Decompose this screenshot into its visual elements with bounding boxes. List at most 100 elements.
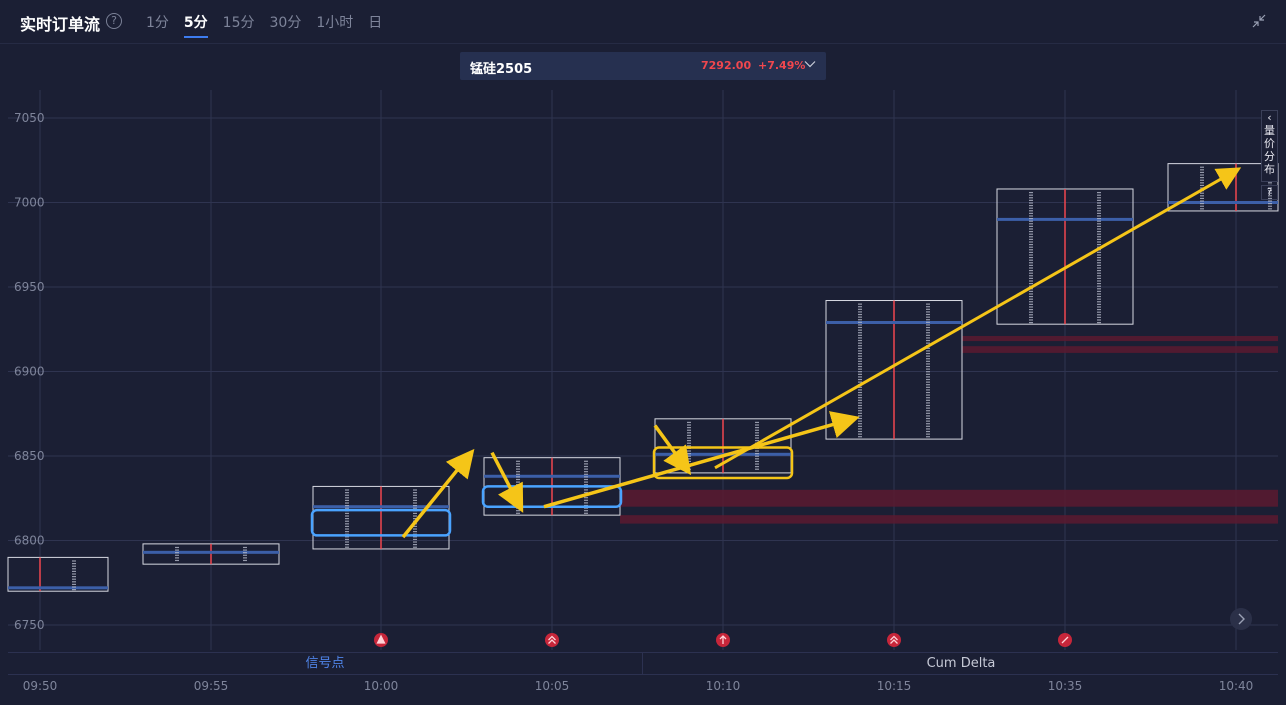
volume-tick — [1029, 303, 1033, 305]
volume-tick — [1097, 204, 1101, 207]
signal-glyph — [376, 634, 386, 644]
y-tick-label: 6900 — [14, 365, 45, 379]
volume-tick — [1097, 285, 1101, 287]
tab-day[interactable]: 日 — [368, 15, 383, 31]
volume-tick — [1097, 202, 1101, 204]
volume-tick — [1029, 204, 1033, 207]
y-axis-labels: 7050 7000 6950 6900 6850 6800 6750 — [14, 111, 45, 632]
volume-tick — [1029, 194, 1033, 196]
volume-tick — [755, 455, 759, 457]
volume-tick — [1097, 210, 1101, 212]
tab-cum-delta[interactable]: Cum Delta — [926, 656, 996, 671]
volume-tick — [1097, 233, 1101, 235]
tab-30min[interactable]: 30分 — [269, 15, 302, 31]
volume-tick — [1097, 220, 1101, 222]
volume-tick — [858, 337, 862, 339]
volume-tick — [1029, 223, 1033, 225]
volume-tick — [1097, 238, 1101, 240]
volume-tick — [584, 510, 588, 512]
volume-tick — [175, 549, 179, 551]
volume-tick — [1097, 321, 1101, 324]
time-tick-label: 10:10 — [705, 679, 741, 693]
time-tick-label: 10:35 — [1047, 679, 1083, 693]
volume-tick — [687, 429, 691, 431]
orderflow-chart[interactable]: 7050 7000 6950 6900 6850 6800 6750 — [0, 90, 1286, 650]
volume-tick — [1097, 215, 1101, 217]
volume-tick — [926, 332, 930, 334]
volume-tick — [1097, 319, 1101, 321]
volume-tick — [926, 420, 930, 422]
volume-tick — [926, 425, 930, 427]
side-panel-char: 价 — [1264, 137, 1275, 150]
volume-tick — [413, 538, 417, 541]
volume-tick — [1029, 298, 1033, 300]
signal-glyph — [548, 635, 556, 644]
header-bar: 实时订单流 ? 1分 5分 15分 30分 1小时 日 — [0, 0, 1286, 44]
volume-zone — [620, 489, 1278, 507]
volume-tick — [345, 541, 349, 543]
volume-tick — [926, 306, 930, 308]
volume-tick — [858, 347, 862, 349]
signal-marker-slash — [1058, 633, 1072, 647]
volume-tick — [413, 528, 417, 530]
volume-tick — [1029, 314, 1033, 316]
tab-1min[interactable]: 1分 — [146, 15, 169, 31]
volume-tick — [1029, 293, 1033, 295]
tab-5min[interactable]: 5分 — [183, 12, 208, 38]
chevron-right-icon[interactable] — [1230, 608, 1252, 630]
volume-tick — [345, 520, 349, 522]
volume-tick — [926, 378, 930, 381]
volume-tick — [1200, 195, 1204, 197]
tab-1hour[interactable]: 1小时 — [316, 15, 354, 31]
volume-tick — [858, 321, 862, 323]
trend-arrow — [490, 451, 524, 513]
volume-tick — [926, 308, 930, 310]
volume-tick — [858, 420, 862, 422]
indicator-tabs: 信号点 Cum Delta — [8, 652, 1278, 675]
volume-tick — [858, 368, 862, 370]
volume-tick — [926, 381, 930, 383]
volume-tick — [926, 386, 930, 388]
tab-15min[interactable]: 15分 — [222, 15, 255, 31]
volume-tick — [1029, 212, 1033, 214]
volume-tick — [1097, 230, 1101, 233]
volume-tick — [584, 499, 588, 501]
volume-tick — [1029, 228, 1033, 230]
volume-tick — [1029, 210, 1033, 212]
volume-tick — [858, 326, 862, 329]
price-volume-distribution-toggle[interactable]: ‹ 量 价 分 布 — [1261, 110, 1278, 182]
volume-tick — [858, 425, 862, 427]
volume-tick — [926, 334, 930, 336]
volume-tick — [516, 512, 520, 514]
volume-tick — [345, 499, 349, 502]
bar-poc-band — [143, 550, 279, 554]
tab-signal-points[interactable]: 信号点 — [8, 653, 643, 675]
volume-tick — [858, 381, 862, 383]
volume-tick — [1029, 225, 1033, 227]
volume-tick — [926, 391, 930, 394]
volume-tick — [413, 544, 417, 546]
volume-tick — [413, 515, 417, 517]
volume-tick — [1029, 262, 1033, 264]
volume-tick — [413, 492, 417, 494]
volume-tick — [345, 525, 349, 528]
symbol-selector[interactable]: 锰硅2505 7292.00 +7.49% — [460, 52, 826, 80]
volume-tick — [345, 523, 349, 525]
volume-tick — [858, 436, 862, 438]
collapse-icon[interactable] — [1252, 14, 1266, 28]
volume-tick — [926, 350, 930, 352]
side-help-icon[interactable]: ? — [1261, 185, 1278, 200]
volume-tick — [926, 394, 930, 396]
volume-tick — [687, 442, 691, 444]
volume-tick — [858, 360, 862, 362]
bar-poc-band — [484, 474, 620, 478]
help-icon[interactable]: ? — [106, 13, 122, 29]
volume-tick — [516, 484, 520, 486]
y-tick-label: 6950 — [14, 280, 45, 294]
volume-tick — [584, 489, 588, 491]
volume-tick — [858, 339, 862, 342]
volume-tick — [243, 546, 247, 549]
volume-tick — [926, 355, 930, 357]
page-title: 实时订单流 — [20, 15, 101, 34]
volume-tick — [516, 491, 520, 494]
